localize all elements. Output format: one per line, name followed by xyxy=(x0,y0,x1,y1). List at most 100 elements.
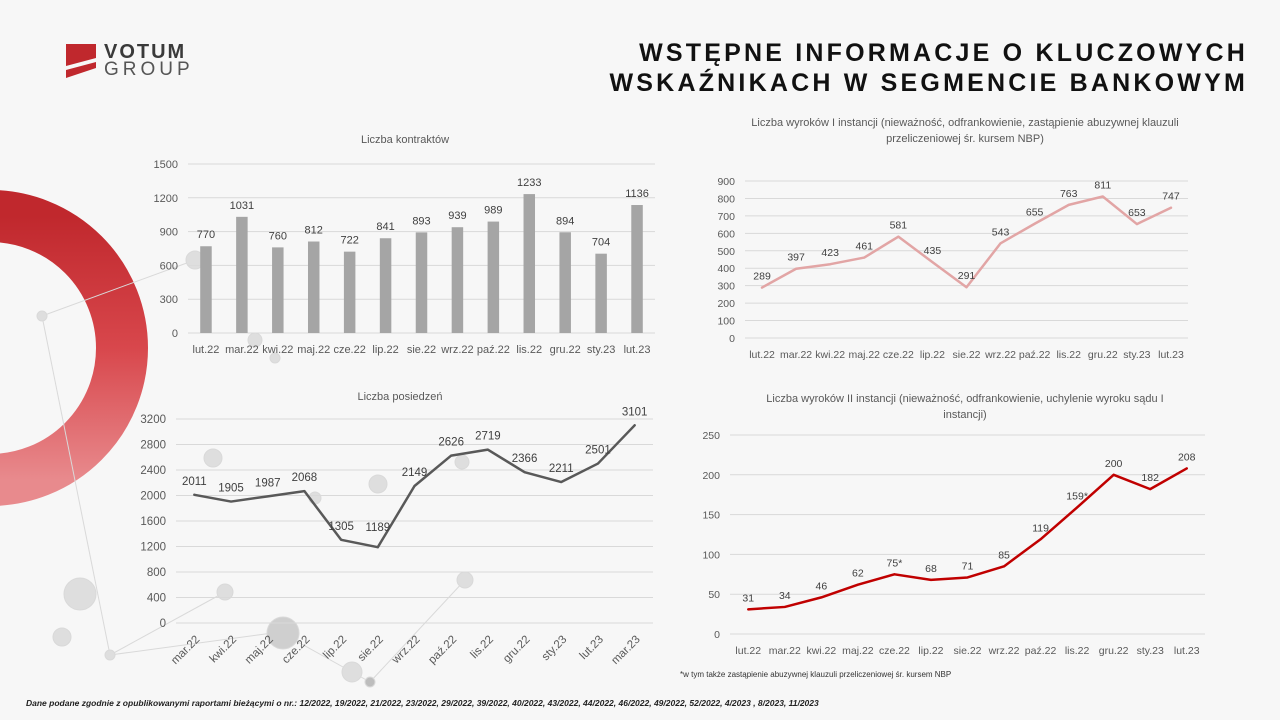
x-tick-label-kontrakty: lut.23 xyxy=(624,344,651,356)
series-line-wyroki2 xyxy=(747,467,1188,611)
y-tick-label-kontrakty: 1500 xyxy=(154,159,178,171)
x-tick-label-wyroki1: maj.22 xyxy=(849,349,881,361)
x-tick-label-kontrakty: wrz.22 xyxy=(440,344,473,356)
data-point-wyroki2 xyxy=(783,605,786,608)
data-label-wyroki2: 200 xyxy=(1105,458,1123,470)
x-tick-label-posiedzenia: cze.22 xyxy=(280,634,312,666)
y-tick-label-kontrakty: 1200 xyxy=(154,193,178,205)
data-point-wyroki2 xyxy=(893,573,896,576)
data-point-wyroki2 xyxy=(820,596,823,599)
bar-kontrakty xyxy=(451,227,464,333)
y-tick-label-posiedzenia: 400 xyxy=(147,593,166,605)
data-label-wyroki1: 655 xyxy=(1026,207,1044,219)
x-tick-label-wyroki2: kwi.22 xyxy=(806,645,836,657)
data-label-kontrakty: 1136 xyxy=(625,188,649,200)
bar-kontrakty xyxy=(236,216,248,333)
x-tick-label-wyroki1: mar.22 xyxy=(780,349,812,361)
chart-title-wyroki2: Liczba wyroków II instancji (nieważność,… xyxy=(720,391,1210,423)
y-tick-label-wyroki2: 50 xyxy=(708,589,720,601)
data-point-wyroki1 xyxy=(999,242,1002,245)
x-tick-label-kontrakty: paź.22 xyxy=(477,344,510,356)
data-label-posiedzenia: 2501 xyxy=(585,445,611,457)
y-tick-label-posiedzenia: 2400 xyxy=(140,465,166,477)
x-tick-label-wyroki2: lip.22 xyxy=(918,645,943,657)
y-tick-label-posiedzenia: 2800 xyxy=(140,440,166,452)
red-ring-decoration xyxy=(0,190,148,506)
y-tick-label-wyroki1: 800 xyxy=(717,193,735,205)
x-tick-label-kontrakty: lis.22 xyxy=(516,344,542,356)
y-tick-label-wyroki2: 100 xyxy=(702,549,720,561)
x-tick-label-posiedzenia: wrz.22 xyxy=(389,634,422,667)
x-tick-label-wyroki1: cze.22 xyxy=(883,349,914,361)
data-label-kontrakty: 1031 xyxy=(230,200,254,212)
data-point-posiedzenia xyxy=(633,424,636,427)
data-label-wyroki1: 291 xyxy=(958,270,976,282)
bar-kontrakty xyxy=(272,247,284,333)
x-tick-label-wyroki2: sie.22 xyxy=(953,645,981,657)
bar-kontrakty xyxy=(523,194,536,333)
data-label-wyroki1: 653 xyxy=(1128,207,1146,219)
x-tick-label-wyroki1: wrz.22 xyxy=(984,349,1016,361)
x-tick-label-wyroki2: lut.22 xyxy=(735,645,761,657)
x-tick-label-posiedzenia: kwi.22 xyxy=(208,634,240,666)
data-label-posiedzenia: 2068 xyxy=(292,472,318,484)
footnote-asterisk: *w tym także zastąpienie abuzywnej klauz… xyxy=(680,670,952,679)
x-tick-label-wyroki2: sty.23 xyxy=(1137,645,1164,657)
x-tick-label-posiedzenia: sie.22 xyxy=(356,634,386,664)
x-tick-label-posiedzenia: lip.22 xyxy=(321,634,349,662)
data-point-posiedzenia xyxy=(193,493,196,496)
data-label-wyroki2: 182 xyxy=(1141,472,1159,484)
y-tick-label-posiedzenia: 3200 xyxy=(140,414,166,426)
x-tick-label-kontrakty: lut.22 xyxy=(193,344,220,356)
data-point-posiedzenia xyxy=(266,495,269,498)
network-decoration xyxy=(36,250,474,688)
data-point-wyroki1 xyxy=(965,286,968,289)
data-label-wyroki1: 811 xyxy=(1094,180,1111,192)
data-label-posiedzenia: 2366 xyxy=(512,453,538,465)
data-point-wyroki1 xyxy=(1101,195,1104,198)
x-tick-label-wyroki2: maj.22 xyxy=(842,645,874,657)
x-tick-label-posiedzenia: lut.23 xyxy=(578,634,606,662)
data-label-wyroki2: 75* xyxy=(887,557,903,569)
x-tick-label-posiedzenia: mar.22 xyxy=(169,634,202,667)
data-label-wyroki1: 289 xyxy=(753,271,771,283)
data-label-posiedzenia: 1987 xyxy=(255,477,281,489)
y-tick-label-wyroki1: 700 xyxy=(717,211,735,223)
data-label-wyroki1: 747 xyxy=(1162,191,1180,203)
x-tick-label-wyroki2: mar.22 xyxy=(769,645,801,657)
votum-logo: VOTUM GROUP xyxy=(66,42,194,79)
x-tick-label-posiedzenia: mar.23 xyxy=(609,634,642,667)
data-label-posiedzenia: 2211 xyxy=(549,463,574,475)
data-label-wyroki2: 159* xyxy=(1066,490,1088,502)
data-point-posiedzenia xyxy=(230,500,233,503)
data-point-posiedzenia xyxy=(376,546,379,549)
page-title: WSTĘPNE INFORMACJE O KLUCZOWYCH WSKAŹNIK… xyxy=(610,38,1248,98)
y-tick-label-posiedzenia: 1200 xyxy=(140,542,166,554)
x-tick-label-posiedzenia: gru.22 xyxy=(501,634,533,666)
x-tick-label-posiedzenia: maj.22 xyxy=(243,634,276,667)
y-tick-label-kontrakty: 0 xyxy=(172,328,178,340)
data-point-posiedzenia xyxy=(523,471,526,474)
x-tick-label-wyroki2: cze.22 xyxy=(879,645,910,657)
data-label-kontrakty: 722 xyxy=(340,235,358,247)
bar-kontrakty xyxy=(415,232,428,333)
data-point-wyroki1 xyxy=(897,235,900,238)
data-point-wyroki2 xyxy=(1185,467,1188,470)
x-tick-label-wyroki1: sie.22 xyxy=(952,349,980,361)
data-label-wyroki2: 71 xyxy=(962,560,974,572)
data-label-wyroki1: 435 xyxy=(924,245,942,257)
y-tick-label-posiedzenia: 1600 xyxy=(140,516,166,528)
data-label-wyroki1: 397 xyxy=(787,252,805,264)
data-point-wyroki2 xyxy=(966,576,969,579)
data-label-posiedzenia: 2011 xyxy=(182,476,207,488)
chart-title-wyroki1-line1: Liczba wyroków I instancji (nieważność, … xyxy=(751,117,1179,129)
source-footer: Dane podane zgodnie z opublikowanymi rap… xyxy=(26,698,819,708)
chart-title-wyroki1: Liczba wyroków I instancji (nieważność, … xyxy=(720,115,1210,147)
data-label-wyroki2: 34 xyxy=(779,590,791,602)
x-tick-label-kontrakty: maj.22 xyxy=(297,344,330,356)
page-title-line2: WSKAŹNIKACH W SEGMENCIE BANKOWYM xyxy=(609,69,1248,97)
data-label-posiedzenia: 1189 xyxy=(365,522,390,534)
data-label-wyroki1: 763 xyxy=(1060,188,1078,200)
data-point-wyroki1 xyxy=(761,286,764,289)
